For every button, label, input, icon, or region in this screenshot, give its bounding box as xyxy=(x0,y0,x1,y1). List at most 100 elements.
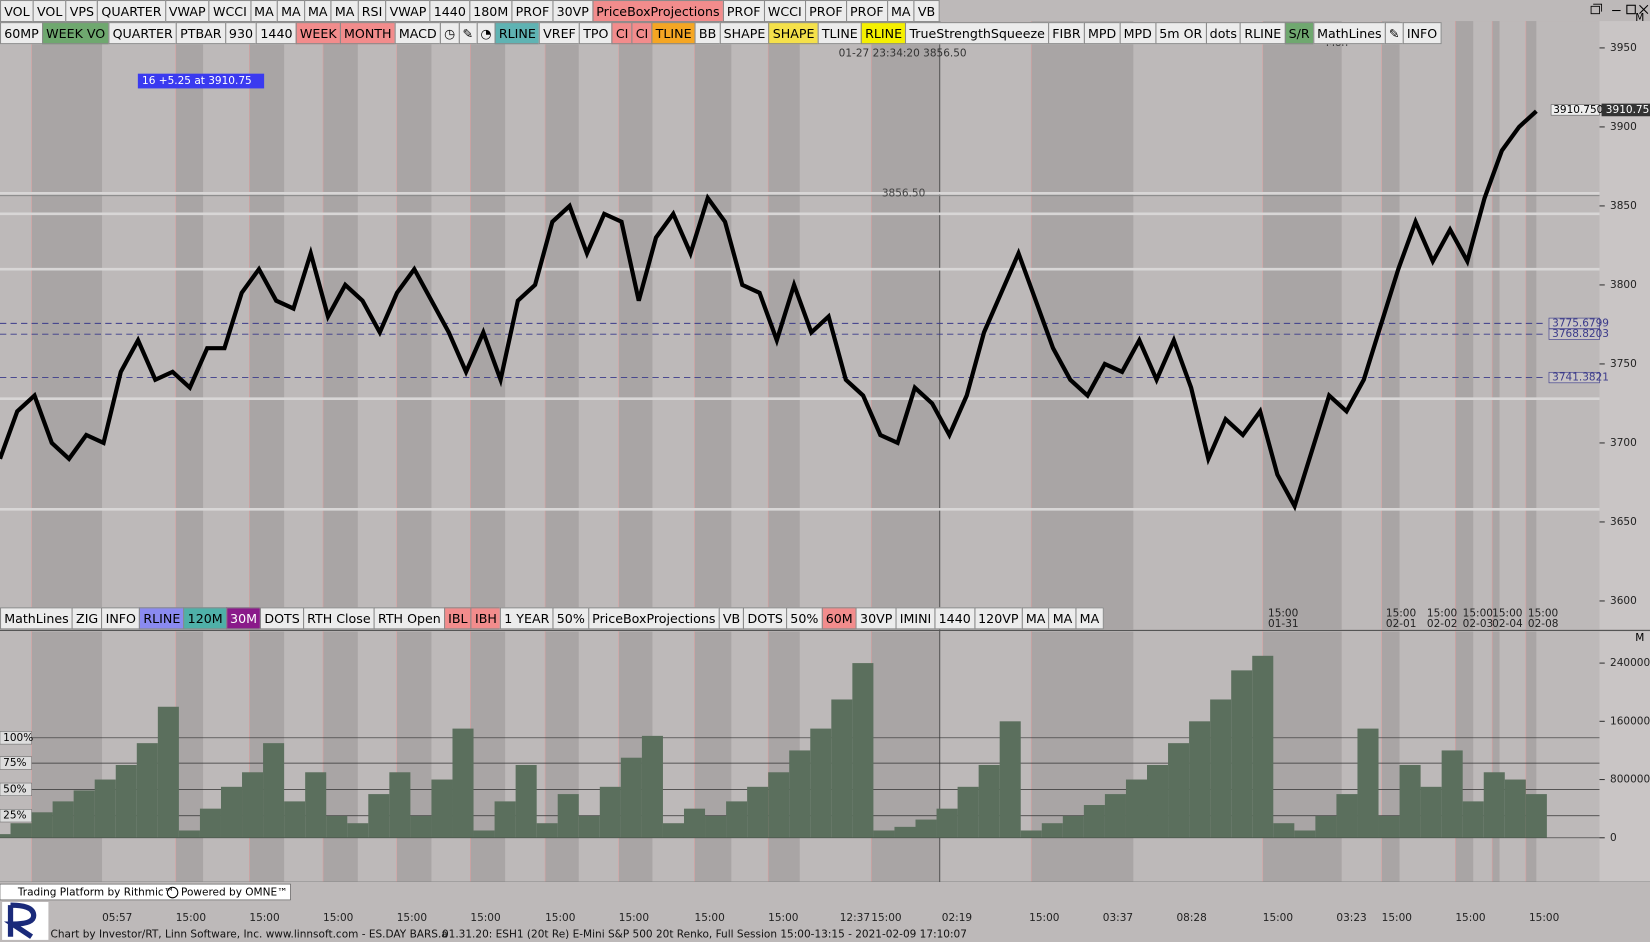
session-band xyxy=(323,21,358,630)
toolbar-button[interactable]: VOL xyxy=(32,0,67,23)
percent-label: 100% xyxy=(3,732,33,744)
toolbar-button[interactable]: MA xyxy=(886,0,915,23)
toolbar-button[interactable]: ✎ xyxy=(1384,22,1404,45)
toolbar-button[interactable]: RLINE xyxy=(1240,22,1286,45)
toolbar-button[interactable]: TrueStrengthSqueeze xyxy=(905,22,1050,45)
toolbar-button[interactable]: MA xyxy=(1048,607,1077,630)
y-tick-label: 3950 xyxy=(1610,42,1637,54)
toolbar-button[interactable]: DOTS xyxy=(260,607,304,630)
toolbar-button[interactable]: IMINI xyxy=(895,607,936,630)
toolbar-button[interactable]: dots xyxy=(1205,22,1242,45)
toolbar-button[interactable]: RLINE xyxy=(139,607,185,630)
toolbar-button[interactable]: FIBR xyxy=(1048,22,1085,45)
session-band xyxy=(871,21,940,630)
toolbar-button[interactable]: QUARTER xyxy=(108,22,177,45)
toolbar-button[interactable]: 30VP xyxy=(552,0,594,23)
toolbar-button[interactable]: IBL xyxy=(443,607,472,630)
toolbar-button[interactable]: MONTH xyxy=(339,22,396,45)
volume-bar xyxy=(831,699,853,838)
toolbar-button[interactable]: BB xyxy=(694,22,721,45)
toolbar-button[interactable]: PROF xyxy=(511,0,554,23)
toolbar-button[interactable]: INFO xyxy=(1402,22,1442,45)
toolbar-button[interactable]: VWAP xyxy=(164,0,210,23)
session-band xyxy=(1031,631,1134,883)
session-band xyxy=(396,631,432,883)
toolbar-button[interactable]: PriceBoxProjections xyxy=(592,0,724,23)
toolbar-button[interactable]: 180M xyxy=(469,0,513,23)
volume-bar xyxy=(873,830,895,838)
toolbar-button[interactable]: CI xyxy=(631,22,653,45)
toolbar-button[interactable]: ZIG xyxy=(71,607,103,630)
toolbar-button[interactable]: 5m OR xyxy=(1155,22,1207,45)
toolbar-button[interactable]: 1 YEAR xyxy=(500,607,554,630)
toolbar-button[interactable]: CI xyxy=(611,22,633,45)
toolbar-button[interactable]: PROF xyxy=(722,0,765,23)
toolbar-button[interactable]: MA xyxy=(249,0,278,23)
toolbar-button[interactable]: 120VP xyxy=(973,607,1023,630)
toolbar-button[interactable]: 30M xyxy=(225,607,262,630)
toolbar-button[interactable]: SHAPE xyxy=(768,22,819,45)
toolbar-button[interactable]: ◷ xyxy=(439,22,460,45)
toolbar-button[interactable]: WEEK VO xyxy=(41,22,110,45)
toolbar-button[interactable]: WCCI xyxy=(763,0,806,23)
time-label: 15:00 xyxy=(768,912,798,924)
volume-bar xyxy=(199,808,221,838)
toolbar-button[interactable]: PROF xyxy=(804,0,847,23)
toolbar-button[interactable]: MA xyxy=(303,0,332,23)
toolbar-button[interactable]: 30VP xyxy=(855,607,897,630)
toolbar-button[interactable]: 120M xyxy=(183,607,227,630)
toolbar-button[interactable]: MA xyxy=(276,0,305,23)
toolbar-button[interactable]: WEEK xyxy=(295,22,341,45)
toolbar-button[interactable]: PriceBoxProjections xyxy=(587,607,720,630)
percent-tag xyxy=(0,731,32,745)
toolbar-button[interactable]: 50% xyxy=(786,607,823,630)
toolbar-button[interactable]: TLINE xyxy=(651,22,696,45)
toolbar-button[interactable]: RLINE xyxy=(860,22,907,45)
toolbar-button[interactable]: MathLines xyxy=(1312,22,1386,45)
toolbar-button[interactable]: PTBAR xyxy=(175,22,226,45)
toolbar-button[interactable]: MPD xyxy=(1083,22,1121,45)
toolbar-button[interactable]: INFO xyxy=(101,607,141,630)
toolbar-button[interactable]: ◔ xyxy=(476,22,496,45)
toolbar-button[interactable]: RSI xyxy=(357,0,387,23)
volume-bar xyxy=(1357,728,1379,838)
toolbar-button[interactable]: 50% xyxy=(552,607,590,630)
toolbar-button[interactable]: 930 xyxy=(224,22,258,45)
window-restore xyxy=(1590,3,1603,15)
session-band xyxy=(175,21,204,630)
toolbar-button[interactable]: VPS xyxy=(65,0,99,23)
toolbar-button[interactable]: WCCI xyxy=(208,0,252,23)
toolbar-button[interactable]: VWAP xyxy=(385,0,431,23)
toolbar-button[interactable]: MACD xyxy=(394,22,441,45)
toolbar-button[interactable]: IBH xyxy=(470,607,502,630)
toolbar-button[interactable]: PROF xyxy=(845,0,888,23)
toolbar-button[interactable]: 1440 xyxy=(256,22,297,45)
toolbar-button[interactable]: SHAPE xyxy=(719,22,770,45)
toolbar-button[interactable]: 60M xyxy=(821,607,857,630)
toolbar-button[interactable]: VREF xyxy=(538,22,581,45)
last-price-label: 3910.7500 xyxy=(1553,104,1610,116)
toolbar-button[interactable]: RLINE xyxy=(494,22,541,45)
toolbar-button[interactable]: TPO xyxy=(578,22,613,45)
volume-bar xyxy=(1336,794,1358,838)
toolbar-button[interactable]: 60MP xyxy=(0,22,43,45)
toolbar-button[interactable]: DOTS xyxy=(743,607,788,630)
toolbar-button[interactable]: 1440 xyxy=(934,607,975,630)
toolbar-button[interactable]: ✎ xyxy=(458,22,478,45)
toolbar-button[interactable]: MA xyxy=(1021,607,1050,630)
toolbar-button[interactable]: MathLines xyxy=(0,607,73,630)
y-tick-label: 3800 xyxy=(1610,279,1637,291)
toolbar-button[interactable]: 1440 xyxy=(429,0,471,23)
toolbar-button[interactable]: RTH Close xyxy=(302,607,375,630)
toolbar-button[interactable]: QUARTER xyxy=(97,0,166,23)
toolbar-button[interactable]: VOL xyxy=(0,0,34,23)
volume-bar xyxy=(662,823,684,838)
toolbar-button[interactable]: TLINE xyxy=(817,22,862,45)
toolbar-button[interactable]: S/R xyxy=(1284,22,1314,45)
toolbar-button[interactable]: MA xyxy=(1075,607,1104,630)
toolbar-button[interactable]: MPD xyxy=(1119,22,1157,45)
toolbar-button[interactable]: RTH Open xyxy=(373,607,446,630)
toolbar-button[interactable]: VB xyxy=(913,0,940,23)
toolbar-button[interactable]: MA xyxy=(330,0,359,23)
toolbar-button[interactable]: VB xyxy=(718,607,745,630)
